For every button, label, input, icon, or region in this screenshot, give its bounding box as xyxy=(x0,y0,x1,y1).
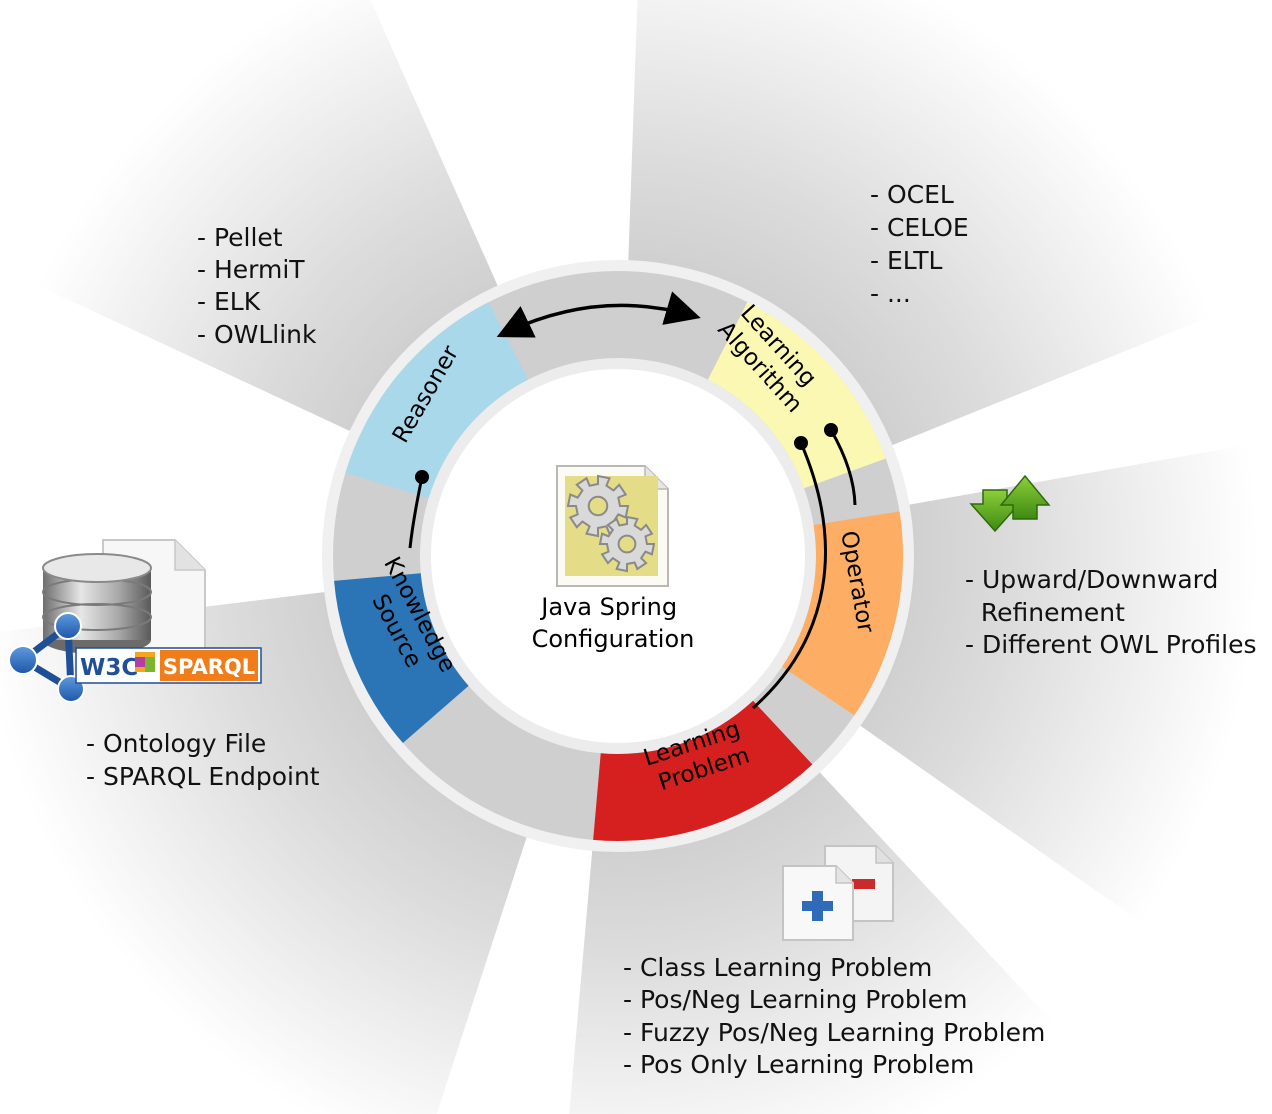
background-wedge xyxy=(0,0,517,451)
algorithm-problem-connector xyxy=(752,442,827,710)
pos-neg-files-icon xyxy=(782,845,894,941)
algorithm-operator-connector xyxy=(829,429,857,506)
algorithm-problem-dot xyxy=(794,436,808,450)
learning-algorithm-segment[interactable] xyxy=(707,302,886,489)
knowledge-reasoner-connector xyxy=(408,476,424,549)
operator-segment[interactable] xyxy=(782,511,903,716)
knowledge-list: - Ontology File - SPARQL Endpoint xyxy=(86,729,320,791)
reasoner-algorithm-arrow xyxy=(496,291,701,338)
algorithm-operator-dot xyxy=(824,423,838,437)
learning-problem-segment[interactable] xyxy=(593,700,813,841)
gear-hole xyxy=(617,534,637,554)
reasoner-list: - Pellet - HermiT - ELK - OWLlink xyxy=(197,223,317,349)
problem-list: - Class Learning Problem - Pos/Neg Learn… xyxy=(623,953,1053,1079)
gear-hole xyxy=(587,495,609,517)
database-icon xyxy=(42,553,152,654)
refinement-arrows-icon xyxy=(969,474,1051,533)
svg-text:W3C: W3C xyxy=(80,655,138,681)
center-label: Java Spring Configuration xyxy=(532,593,695,653)
svg-text:SPARQL: SPARQL xyxy=(163,655,255,679)
spring-config-icon xyxy=(556,465,669,587)
reasoner-segment[interactable] xyxy=(345,302,529,499)
reasoner-dot xyxy=(415,470,429,484)
knowledge-source-segment[interactable] xyxy=(334,573,469,743)
background-wedge xyxy=(822,440,1272,992)
sparql-logo: W3C SPARQL xyxy=(8,612,262,703)
operator-list: - Upward/Downward Refinement - Different… xyxy=(965,565,1257,659)
algorithm-list: - OCEL - CELOE - ELTL - ... xyxy=(870,180,977,308)
